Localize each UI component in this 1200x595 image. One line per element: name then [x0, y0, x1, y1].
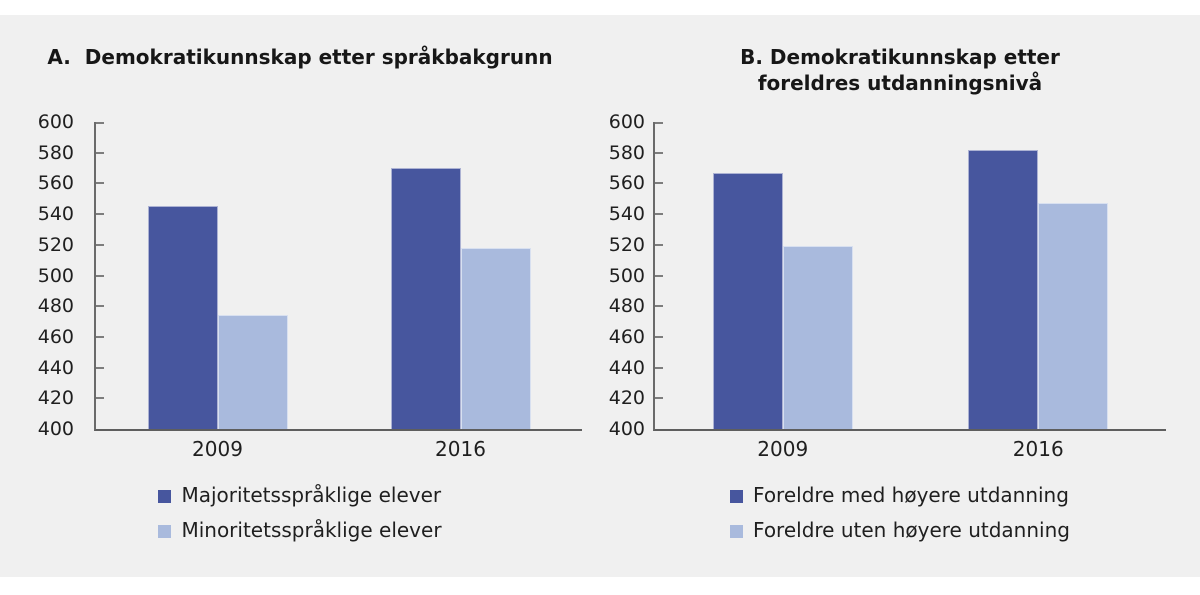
- y-axis-tick: [96, 397, 104, 400]
- y-axis-tick: [96, 182, 104, 185]
- legend-row: Foreldre uten høyere utdanning: [730, 518, 1070, 542]
- y-axis-label: 480: [37, 295, 74, 318]
- bar-series-2: [460, 247, 531, 429]
- y-axis-label: 420: [37, 387, 74, 410]
- x-axis-label: 2009: [192, 437, 243, 461]
- bar-series-1: [147, 206, 218, 429]
- legend-swatch: [158, 524, 172, 538]
- y-axis-tick: [96, 274, 104, 277]
- y-axis-tick: [96, 151, 104, 154]
- x-axis-label: 2016: [1012, 437, 1064, 461]
- bar-series-2: [782, 246, 853, 429]
- y-axis-tick: [96, 335, 104, 338]
- legend-swatch: [158, 489, 172, 503]
- y-axis-label: 580: [37, 141, 74, 164]
- x-axis-label: 2016: [435, 437, 486, 461]
- y-axis-label: 500: [608, 264, 645, 287]
- legend: Majoritetsspråklige elever Minoritetssprå…: [0, 483, 600, 553]
- x-axis-label: 2009: [757, 437, 809, 461]
- legend-swatch: [730, 524, 744, 538]
- legend-row: Foreldre med høyere utdanning: [730, 483, 1070, 507]
- bar-series-2: [217, 315, 288, 429]
- chart-democracy-knowledge-language-background: A. Demokratikunnskap etter språkbakgrunn…: [0, 15, 600, 577]
- bar-series-1: [968, 149, 1039, 429]
- y-axis-tick: [655, 182, 663, 185]
- y-axis-label: 540: [37, 203, 74, 226]
- y-axis-label: 600: [608, 111, 645, 133]
- y-axis-tick: [655, 305, 663, 308]
- y-axis-tick: [96, 243, 104, 246]
- y-axis-label: 400: [37, 418, 74, 440]
- legend-label: Foreldre med høyere utdanning: [753, 483, 1069, 507]
- y-axis-tick: [96, 305, 104, 308]
- y-axis-label: 580: [608, 141, 645, 164]
- y-axis-tick: [655, 397, 663, 400]
- y-axis-tick: [655, 151, 663, 154]
- y-axis-label: 440: [608, 356, 645, 379]
- y-axis-label: 460: [37, 325, 74, 348]
- y-axis-label: 560: [608, 172, 645, 195]
- y-axis-tick: [96, 366, 104, 369]
- plot-area: 2009 2016: [653, 122, 1166, 461]
- y-axis-tick: [96, 122, 104, 124]
- legend-row: Minoritetsspråklige elever: [158, 518, 442, 542]
- legend-box: Majoritetsspråklige elever Minoritetssprå…: [158, 483, 442, 553]
- y-axis-label: 500: [37, 264, 74, 287]
- legend-label: Minoritetsspråklige elever: [181, 518, 442, 542]
- y-axis-label: 400: [608, 418, 645, 440]
- legend-label: Foreldre uten høyere utdanning: [753, 518, 1070, 542]
- chart-democracy-knowledge-parent-education: B. Demokratikunnskap etter foreldres utd…: [600, 15, 1200, 577]
- legend-swatch: [730, 489, 744, 503]
- bar-series-1: [390, 168, 461, 429]
- plot-area: 2009 2016: [94, 122, 582, 461]
- y-axis-label: 520: [608, 233, 645, 256]
- y-axis-label: 600: [37, 111, 74, 133]
- y-axis-tick: [655, 335, 663, 338]
- y-axis-tick: [96, 213, 104, 216]
- y-axis-labels: 600 580 560 540 520 500 480 460 440 420 400: [600, 111, 645, 440]
- legend: Foreldre med høyere utdanning Foreldre ut…: [600, 483, 1200, 553]
- chart-title: B. Demokratikunnskap etter foreldres utd…: [740, 45, 1060, 95]
- y-axis-label: 440: [37, 356, 74, 379]
- y-axis-labels: 600 580 560 540 520 500 480 460 440 420 400: [0, 111, 74, 440]
- y-axis-label: 520: [37, 233, 74, 256]
- bar-series-2: [1038, 203, 1109, 429]
- y-axis-label: 420: [608, 387, 645, 410]
- y-axis-label: 560: [37, 172, 74, 195]
- legend-label: Majoritetsspråklige elever: [181, 483, 442, 507]
- legend-box: Foreldre med høyere utdanning Foreldre ut…: [730, 483, 1070, 553]
- y-axis-tick: [655, 274, 663, 277]
- legend-row: Majoritetsspråklige elever: [158, 483, 441, 507]
- chart-title: A. Demokratikunnskap etter språkbakgrunn: [47, 45, 553, 69]
- y-axis-tick: [655, 243, 663, 246]
- y-axis-tick: [655, 213, 663, 216]
- y-axis-tick: [655, 366, 663, 369]
- figure-panel: A. Demokratikunnskap etter språkbakgrunn…: [0, 15, 1200, 577]
- y-axis-label: 460: [608, 325, 645, 348]
- y-axis-label: 480: [608, 295, 645, 318]
- y-axis-label: 540: [608, 203, 645, 226]
- bar-series-1: [712, 172, 783, 429]
- y-axis-tick: [655, 122, 663, 124]
